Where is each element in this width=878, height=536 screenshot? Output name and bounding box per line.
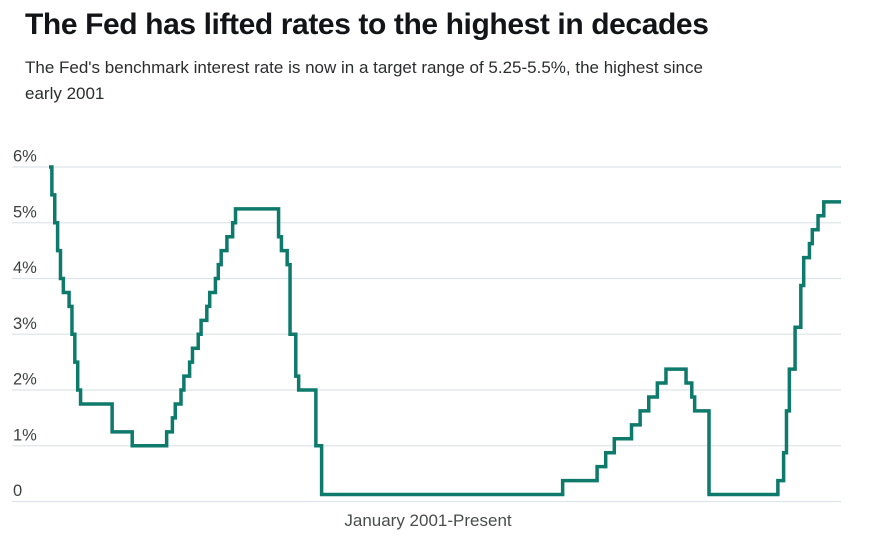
y-tick-label: 0 [13, 482, 22, 500]
y-gridlines [12, 166, 841, 503]
y-tick-labels: 6% 5% 4% 3% 2% 1% 0 [13, 148, 37, 501]
y-tick-label: 5% [13, 203, 37, 221]
y-tick-label: 4% [13, 259, 37, 277]
y-tick-label: 2% [13, 371, 37, 389]
y-tick-label: 6% [13, 148, 37, 166]
rate-line [49, 165, 841, 497]
x-axis-label: January 2001-Present [344, 511, 512, 530]
y-tick-label: 3% [13, 315, 37, 333]
y-tick-label: 1% [13, 426, 37, 444]
chart-subtitle-line-1: The Fed's benchmark interest rate is now… [25, 58, 703, 77]
chart-subtitle: The Fed's benchmark interest rate is now… [25, 55, 845, 106]
chart-title: The Fed has lifted rates to the highest … [25, 8, 709, 41]
chart-subtitle-line-2: early 2001 [25, 83, 105, 103]
